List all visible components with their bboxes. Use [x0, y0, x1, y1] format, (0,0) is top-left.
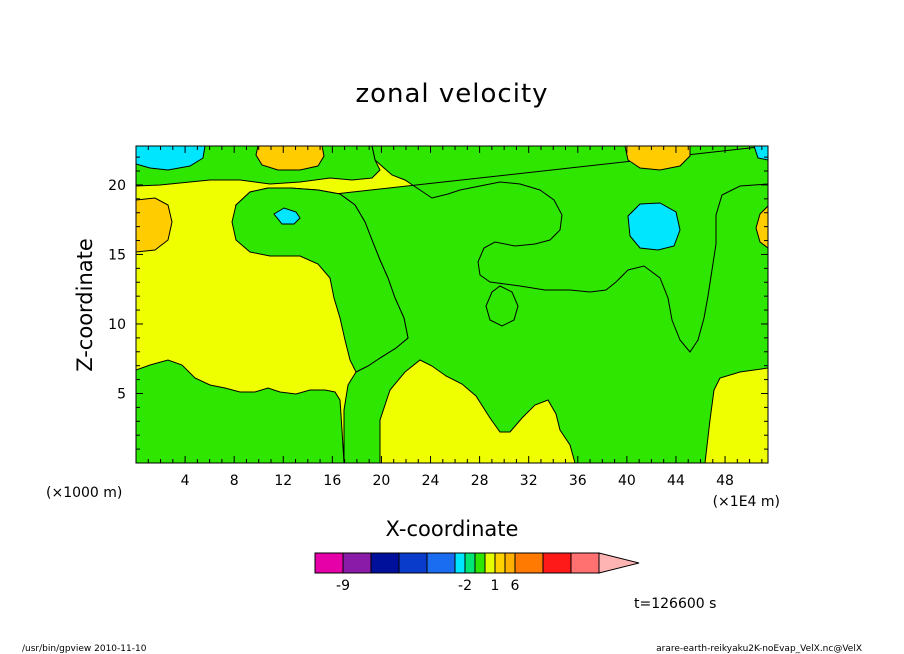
- x-tick-label: 48: [716, 473, 734, 489]
- x-tick-label: 36: [569, 473, 587, 489]
- colorbar-swatch: [570, 552, 600, 574]
- colorbar-label: 1: [491, 578, 500, 594]
- green-region-left-upper: [231, 187, 409, 373]
- orange-region-left: [136, 197, 173, 253]
- colorbar-swatch: [464, 552, 476, 574]
- colorbar-swatch: [342, 552, 372, 574]
- y-tick-label: 20: [108, 178, 126, 194]
- x-tick-label: 20: [373, 473, 391, 489]
- colorbar-swatch: [474, 552, 486, 574]
- colorbar-label: -9: [336, 578, 350, 594]
- x-unit-left: (×1000 m): [46, 485, 122, 501]
- colorbar-arrow: [598, 552, 640, 574]
- orange-region-right: [755, 205, 768, 249]
- x-tick-label: 4: [181, 473, 190, 489]
- cyan-region-right: [627, 202, 681, 251]
- cyan-region-top-left: [136, 146, 206, 171]
- footer-left: /usr/bin/gpview 2010-11-10: [22, 644, 147, 654]
- y-ticks: 5 10 15 20: [108, 156, 768, 450]
- green-blob-small: [485, 285, 519, 327]
- colorbar-swatch: [484, 552, 496, 574]
- colorbar-label: -2: [458, 578, 472, 594]
- x-tick-label: 8: [230, 473, 239, 489]
- x-tick-label: 32: [520, 473, 538, 489]
- y-tick-label: 15: [108, 247, 126, 263]
- colorbar-swatch: [454, 552, 466, 574]
- y-tick-label: 5: [117, 386, 126, 402]
- y-tick-label: 10: [108, 317, 126, 333]
- colorbar-swatch: [314, 552, 344, 574]
- colorbar-label: 6: [511, 578, 520, 594]
- footer-right: arare-earth-reikyaku2K-noEvap_VelX.nc@Ve…: [656, 644, 862, 654]
- chart-title: zonal velocity: [355, 79, 548, 109]
- x-tick-label: 40: [618, 473, 636, 489]
- x-unit-right: (×1E4 m): [713, 494, 780, 510]
- green-region-bottom-left: [136, 359, 345, 463]
- plot-frame: [135, 145, 769, 464]
- colorbar-swatch: [426, 552, 456, 574]
- x-tick-label: 16: [323, 473, 341, 489]
- x-axis-label: X-coordinate: [386, 517, 519, 541]
- time-label: t=126600 s: [634, 596, 716, 612]
- cyan-region-small: [273, 207, 301, 225]
- colorbar-swatch: [514, 552, 544, 574]
- colorbar: -9 -2 1 6: [314, 552, 640, 594]
- orange-region-top-center: [255, 146, 325, 171]
- cyan-region-top-right: [753, 146, 768, 161]
- colorbar-swatch: [494, 552, 506, 574]
- colorbar-swatch: [542, 552, 572, 574]
- colorbar-swatch: [504, 552, 516, 574]
- y-axis-label: Z-coordinate: [73, 238, 97, 372]
- x-tick-label: 28: [471, 473, 489, 489]
- orange-region-top-right: [624, 146, 691, 171]
- x-tick-label: 24: [422, 473, 440, 489]
- x-tick-label: 44: [667, 473, 685, 489]
- x-tick-label: 12: [274, 473, 292, 489]
- x-ticks: 4 8 12 16 20 24 28 32 36 40 44 48: [147, 146, 763, 489]
- colorbar-swatch: [370, 552, 400, 574]
- colorbar-swatch: [398, 552, 428, 574]
